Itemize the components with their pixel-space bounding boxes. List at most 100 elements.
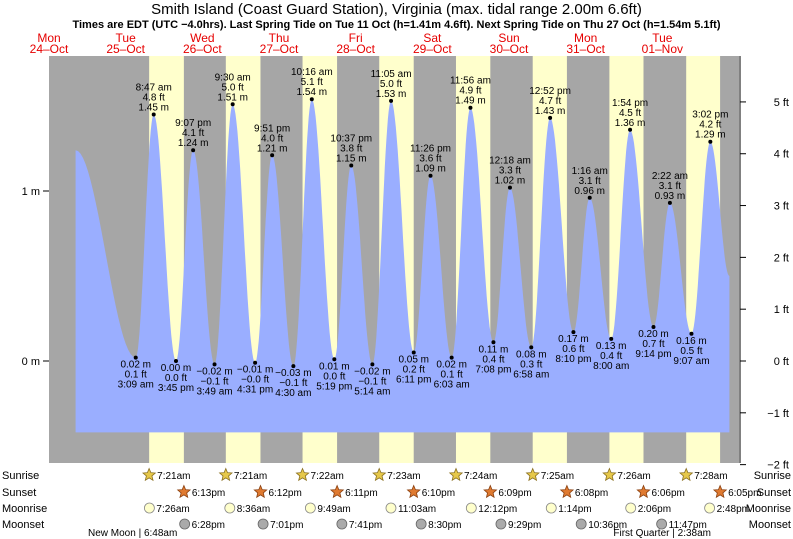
sunset-icon — [483, 484, 498, 499]
high-tide-point — [309, 97, 314, 102]
moonrise-time: 12:12pm — [478, 504, 517, 515]
low-tide-label: 9:14 pm — [635, 349, 671, 360]
high-tide-label: 1:54 pm — [612, 98, 648, 109]
sunrise-time: 7:22am — [311, 471, 344, 482]
low-tide-point — [689, 331, 694, 336]
sunrise-time: 7:26am — [617, 471, 650, 482]
sunset-time: 6:05pm — [728, 488, 761, 499]
low-tide-label: −0.1 ft — [279, 378, 307, 389]
high-tide-label: 3.8 ft — [340, 144, 362, 155]
high-tide-point — [191, 148, 196, 153]
low-tide-label: 8:10 pm — [555, 354, 591, 365]
high-tide-label: 1.53 m — [376, 89, 407, 100]
moonrise-time: 1:14pm — [558, 504, 591, 515]
low-tide-label: 0.5 ft — [680, 346, 702, 357]
high-tide-label: 5.0 ft — [380, 79, 402, 90]
day-label-date: 24–Oct — [30, 42, 69, 56]
high-tide-point — [270, 153, 275, 158]
low-tide-label: 5:19 pm — [316, 381, 352, 392]
moonrise-icon — [144, 502, 155, 514]
sunrise-icon — [218, 467, 233, 482]
high-tide-point — [628, 127, 633, 132]
high-tide-label: 3:02 pm — [692, 110, 728, 121]
high-tide-label: 1.54 m — [297, 87, 328, 98]
moonrise-icon — [385, 502, 397, 514]
sunset-icon — [253, 484, 268, 499]
low-tide-point — [411, 350, 416, 355]
high-tide-point — [708, 139, 713, 144]
right-axis-tick-label: 1 ft — [774, 304, 789, 316]
low-tide-label: 0.2 ft — [403, 365, 425, 376]
high-tide-label: 1:16 am — [572, 166, 608, 177]
high-tide-label: 4.1 ft — [182, 128, 204, 139]
moon-phase-note: New Moon | 6:48am — [88, 528, 177, 539]
day-label-date: 25–Oct — [106, 42, 145, 56]
sunrise-time: 7:21am — [157, 471, 190, 482]
low-tide-label: −0.1 ft — [200, 376, 228, 387]
moonset-icon — [415, 518, 427, 530]
moonrise-icon — [625, 502, 637, 514]
high-tide-point — [428, 173, 433, 178]
low-tide-label: 0.6 ft — [562, 344, 584, 355]
low-tide-point — [133, 355, 138, 360]
sunset-icon — [329, 484, 345, 499]
row-label-right: Moonrise — [746, 503, 791, 515]
high-tide-label: 4.2 ft — [699, 120, 721, 131]
high-tide-label: 4.7 ft — [539, 96, 561, 107]
sunrise-time: 7:24am — [464, 471, 497, 482]
high-tide-label: 5.1 ft — [301, 77, 323, 88]
low-tide-label: −0.0 ft — [241, 375, 269, 386]
low-tide-label: 0.02 m — [120, 360, 151, 371]
moonset-time: 11:47pm — [669, 520, 707, 531]
moonrise-icon — [304, 502, 316, 514]
low-tide-point — [291, 364, 296, 369]
low-tide-label: 0.0 ft — [323, 371, 345, 382]
sunrise-time: 7:25am — [541, 471, 574, 482]
low-tide-label: 0.1 ft — [125, 370, 147, 381]
sunset-icon — [176, 484, 192, 499]
right-axis-tick-label: 5 ft — [774, 97, 789, 109]
tide-curve-area — [75, 99, 730, 433]
moonrise-time: 2:48pm — [717, 504, 750, 515]
high-tide-label: 1.43 m — [535, 106, 566, 117]
left-axis-tick-label: 1 m — [22, 186, 40, 198]
moonrise-icon — [704, 502, 716, 514]
low-tide-label: 0.13 m — [596, 341, 627, 352]
low-tide-label: −0.03 m — [275, 368, 311, 379]
low-tide-label: 0.16 m — [676, 336, 707, 347]
moonset-time: 7:41pm — [349, 520, 382, 531]
high-tide-point — [548, 115, 553, 120]
sunrise-icon — [295, 467, 310, 482]
high-tide-point — [349, 163, 354, 168]
day-label-dow: Wed — [190, 31, 214, 45]
day-label-dow: Sat — [423, 31, 442, 45]
right-axis-tick-label: 0 ft — [774, 356, 789, 368]
high-tide-label: 12:52 pm — [529, 86, 571, 97]
high-tide-label: 9:51 pm — [254, 123, 290, 134]
moonset-time: 8:30pm — [428, 520, 461, 531]
high-tide-label: 9:30 am — [215, 72, 251, 83]
low-tide-label: 6:03 am — [434, 380, 470, 391]
low-tide-label: 0.01 m — [319, 361, 350, 372]
axes: 0 m 1 m 5 ft 4 ft 3 ft 2 ft 1 ft 0 ft −1 ft −2 ft — [22, 56, 789, 472]
high-tide-label: 10:16 am — [291, 67, 333, 78]
low-tide-label: 7:08 pm — [475, 364, 511, 375]
day-label-date: 27–Oct — [260, 42, 299, 56]
sunrise-icon — [372, 467, 387, 482]
moonrise-time: 2:06pm — [638, 504, 671, 515]
day-label-dow: Tue — [652, 31, 673, 45]
sunset-time: 6:11pm — [345, 488, 378, 499]
high-tide-label: 4.0 ft — [261, 133, 283, 144]
high-tide-label: 10:37 pm — [330, 134, 372, 145]
moonset-icon — [257, 518, 269, 530]
sunrise-time: 7:28am — [694, 471, 727, 482]
high-tide-label: 1.29 m — [695, 130, 726, 141]
low-tide-point — [370, 362, 375, 367]
high-tide-label: 1.02 m — [495, 176, 526, 187]
day-label-date: 26–Oct — [183, 42, 222, 56]
low-tide-label: 0.17 m — [558, 334, 589, 345]
sunrise-icon — [602, 467, 617, 482]
sunset-time: 6:12pm — [268, 488, 301, 499]
row-label-right: Sunrise — [754, 470, 791, 482]
